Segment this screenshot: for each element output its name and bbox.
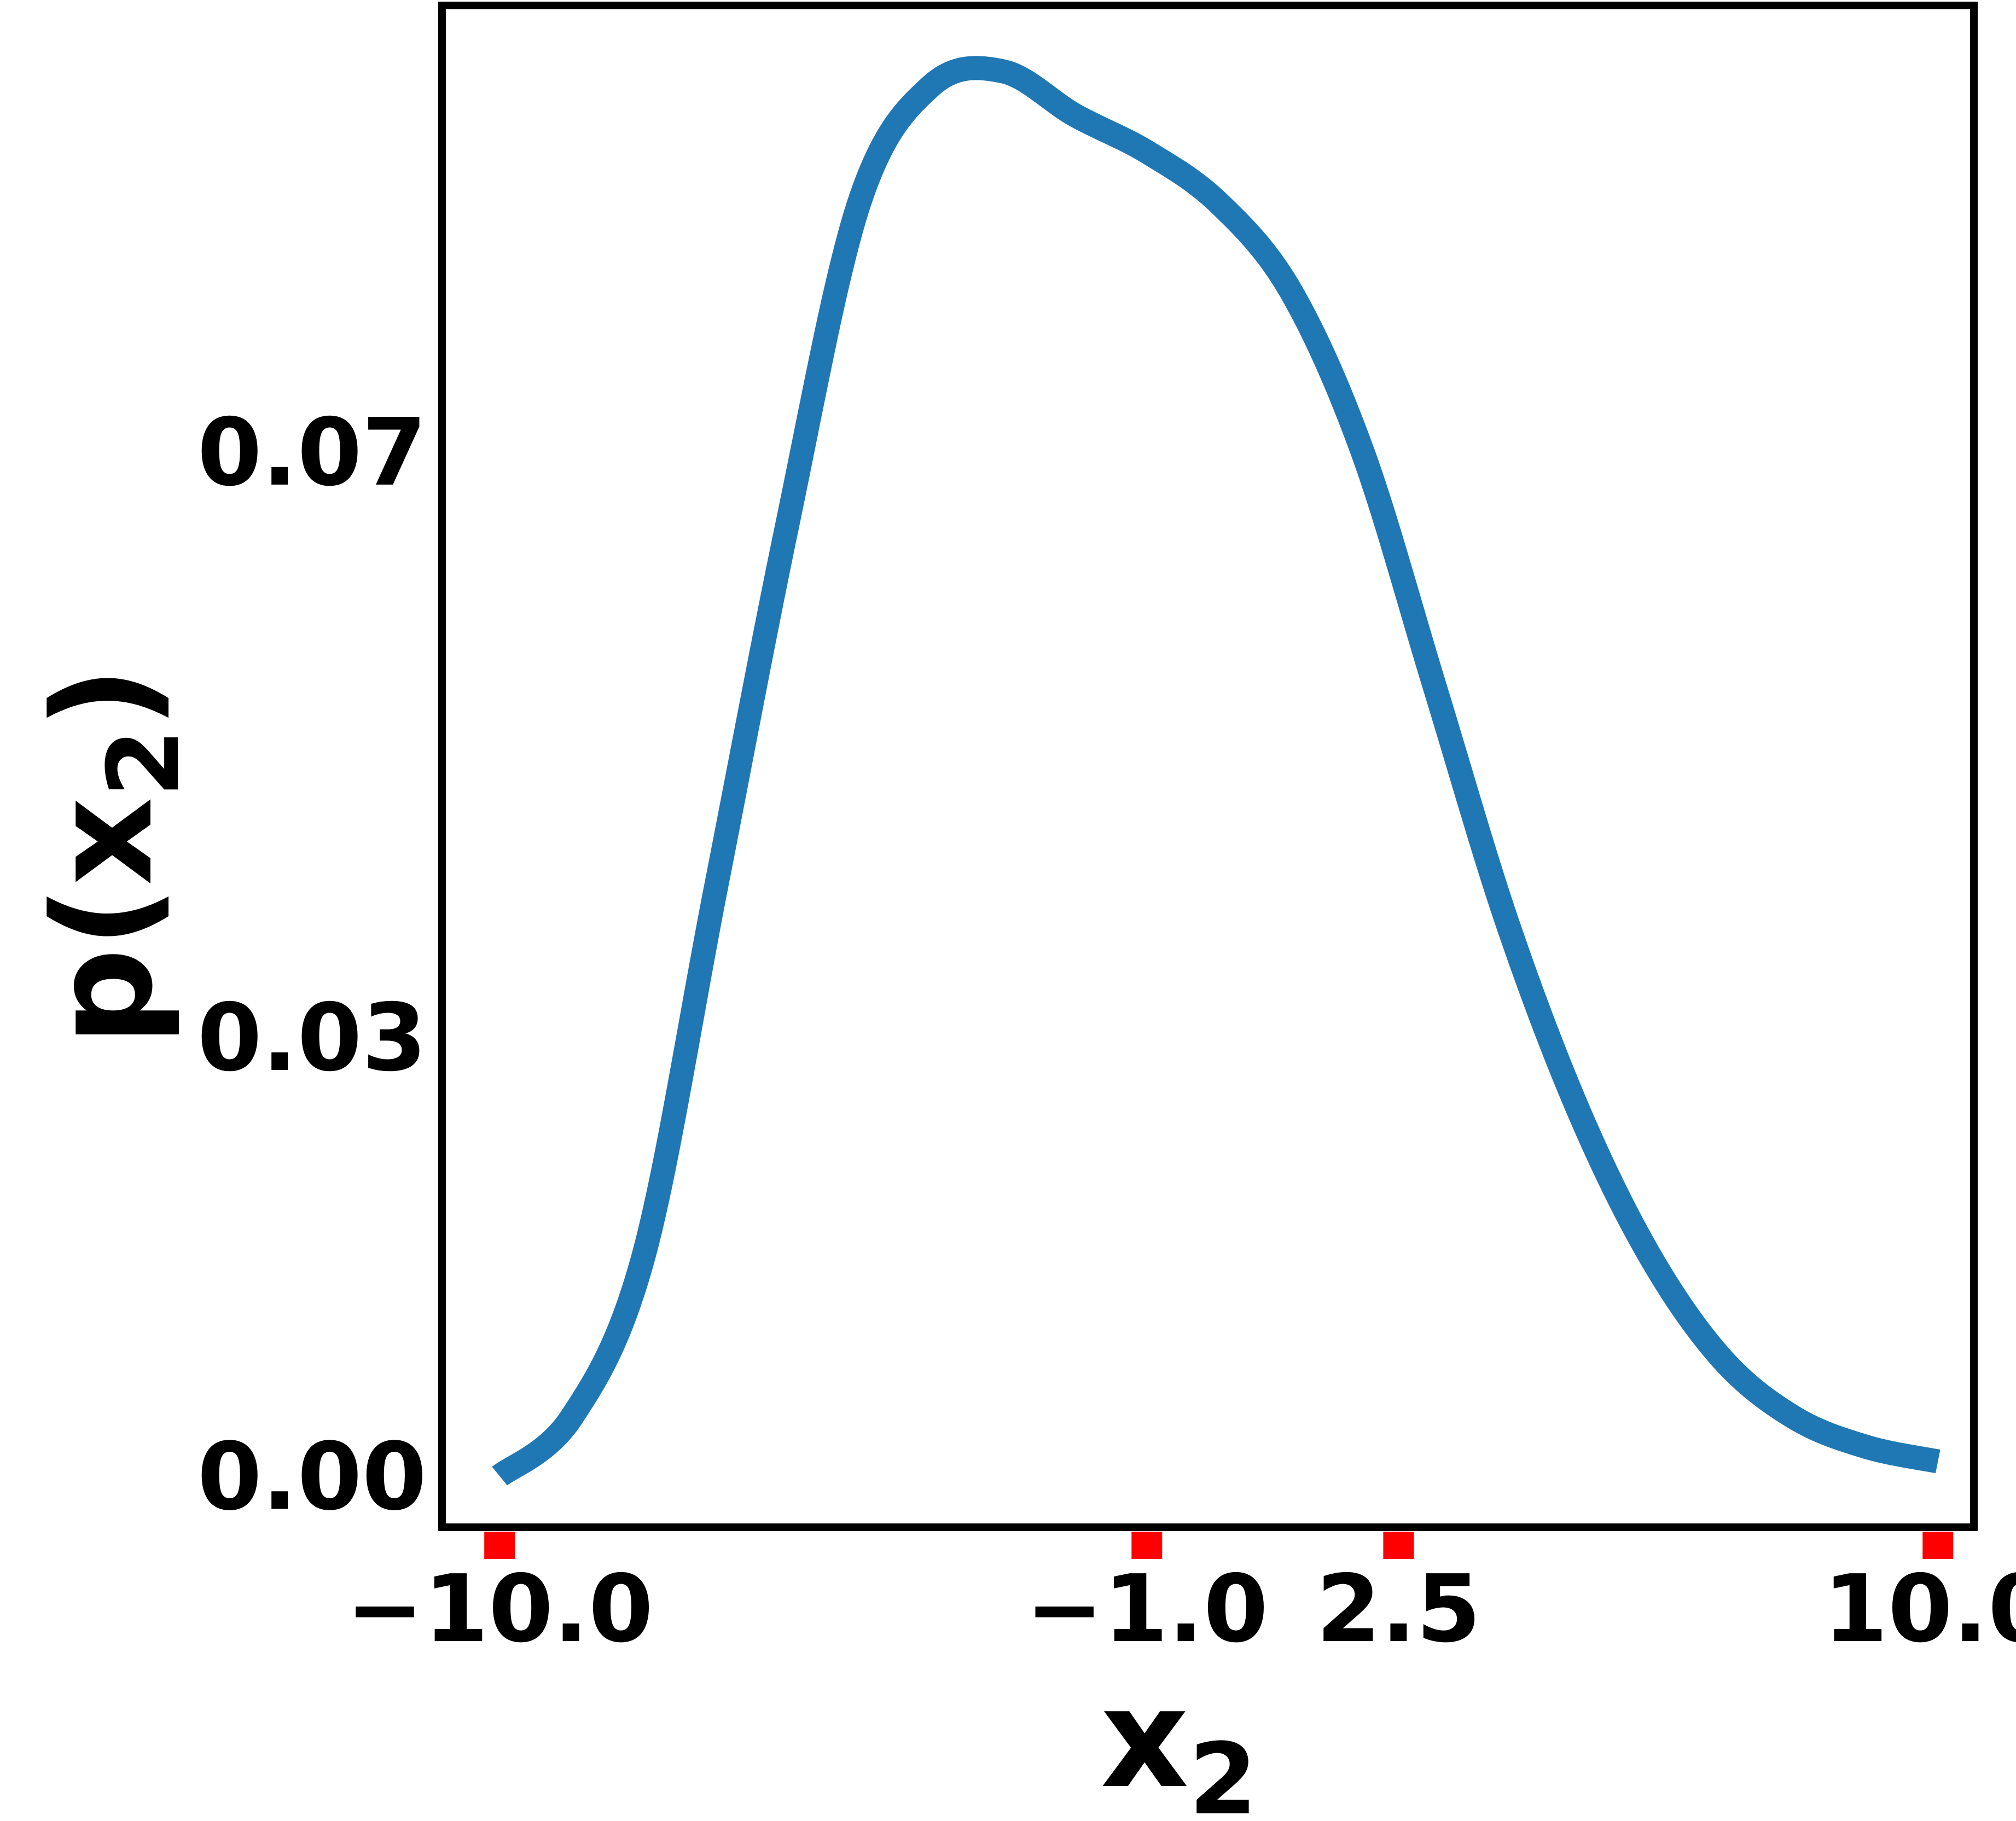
x-tick-label: −1.0 [1026,1555,1269,1663]
y-axis-label-var: x [24,798,183,886]
y-axis-label-suffix: ) [24,666,183,729]
x-axis-label-subscript: 2 [1189,1723,1257,1821]
x-tick-label: 2.5 [1316,1555,1481,1663]
y-axis-ticks: 0.00 0.03 0.07 [197,399,427,1531]
x-axis-ticks: −10.0 −1.0 2.5 10.0 [346,1532,2016,1663]
chart-marks [492,56,1941,1486]
series-line-0 [492,56,1941,1486]
y-tick-label: 0.00 [197,1423,427,1531]
y-tick-label: 0.03 [197,984,427,1092]
x-tick-label: −10.0 [346,1555,653,1663]
x-tick-marker [484,1532,515,1559]
y-axis-label-prefix: p( [24,886,183,1046]
y-tick-label: 0.07 [197,399,427,507]
x-tick-label: 10.0 [1823,1555,2016,1663]
x-tick-marker [1922,1532,1954,1559]
x-axis-label: x2 [1101,1659,1258,1821]
x-tick-marker [1131,1532,1163,1559]
x-tick-marker [1383,1532,1414,1559]
y-axis-label: p(x2) [24,666,201,1046]
x-axis-label-var: x [1101,1659,1189,1818]
plot-frame [438,2,1978,1531]
y-axis-label-subscript: 2 [87,729,201,797]
